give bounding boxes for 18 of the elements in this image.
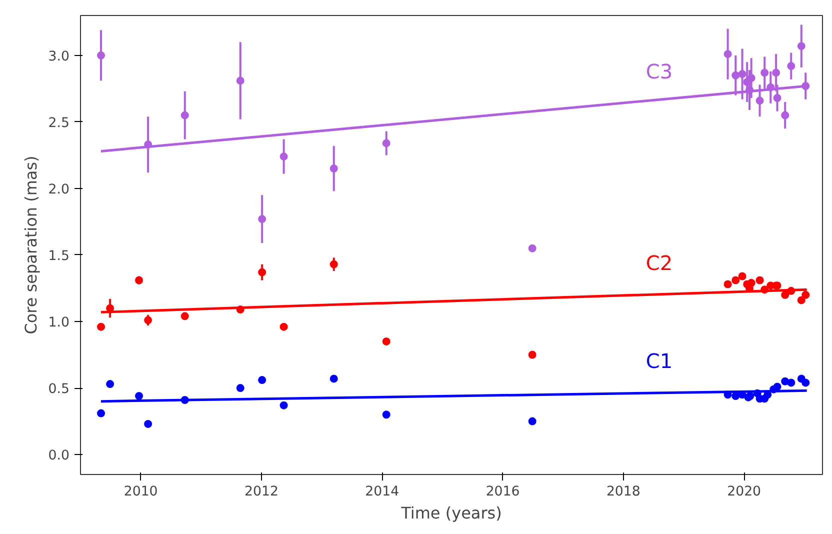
x-tick-label: 2012: [244, 484, 278, 500]
x-tick-label: 2020: [727, 484, 762, 500]
text: C1: [646, 349, 673, 374]
x-axis-title: Time (years): [400, 504, 502, 522]
text: C3: [646, 59, 673, 84]
y-tick-label: 0.5: [48, 382, 70, 398]
x-tick-label: 2016: [486, 484, 520, 500]
y-tick-label: 3.0: [48, 49, 70, 64]
x-tick-label: 2018: [606, 484, 640, 500]
y-tick-label: 1.0: [48, 316, 70, 330]
text: C2: [646, 251, 673, 276]
x-tick-label: 2014: [365, 484, 400, 500]
y-tick-label: 1.5: [48, 248, 70, 264]
x-tick-label: 2010: [124, 484, 158, 500]
y-tick-label: 2.0: [48, 182, 70, 198]
y-tick-label: 0.0: [48, 448, 70, 464]
y-tick-label: 2.5: [48, 116, 70, 131]
y-axis-title: Core separation (mas): [21, 156, 40, 334]
